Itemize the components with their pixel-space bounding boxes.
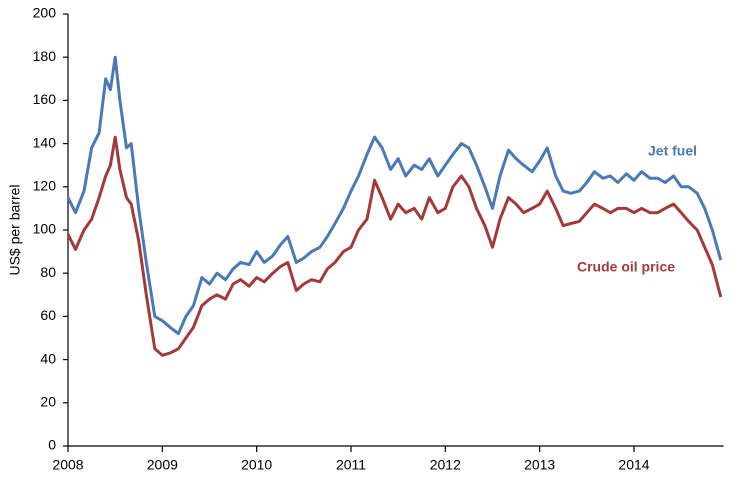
x-tick-label: 2011 xyxy=(336,457,366,473)
y-tick-label: 180 xyxy=(33,48,57,64)
x-tick-label: 2012 xyxy=(430,457,461,473)
line-series xyxy=(66,55,723,336)
x-tick-label: 2008 xyxy=(52,457,83,473)
y-tick-label: 0 xyxy=(48,437,56,453)
x-tick-label: 2010 xyxy=(241,457,272,473)
series-label: Jet fuel xyxy=(648,143,697,159)
x-tick-label: 2013 xyxy=(524,457,555,473)
y-tick-label: 140 xyxy=(33,134,57,150)
y-tick-label: 120 xyxy=(33,178,57,194)
y-tick-label: 160 xyxy=(33,91,57,107)
x-tick-label: 2009 xyxy=(147,457,178,473)
y-tick-label: 80 xyxy=(40,264,56,280)
series-label: Crude oil price xyxy=(577,259,675,275)
y-tick-label: 100 xyxy=(33,221,57,237)
y-tick-label: 40 xyxy=(40,350,56,366)
y-tick-label: 20 xyxy=(40,394,56,410)
y-tick-label: 200 xyxy=(33,5,57,21)
y-axis-label: US$ per barrel xyxy=(7,184,23,275)
x-tick-label: 2014 xyxy=(618,457,649,473)
y-tick-label: 60 xyxy=(40,307,56,323)
line-series xyxy=(66,135,723,357)
